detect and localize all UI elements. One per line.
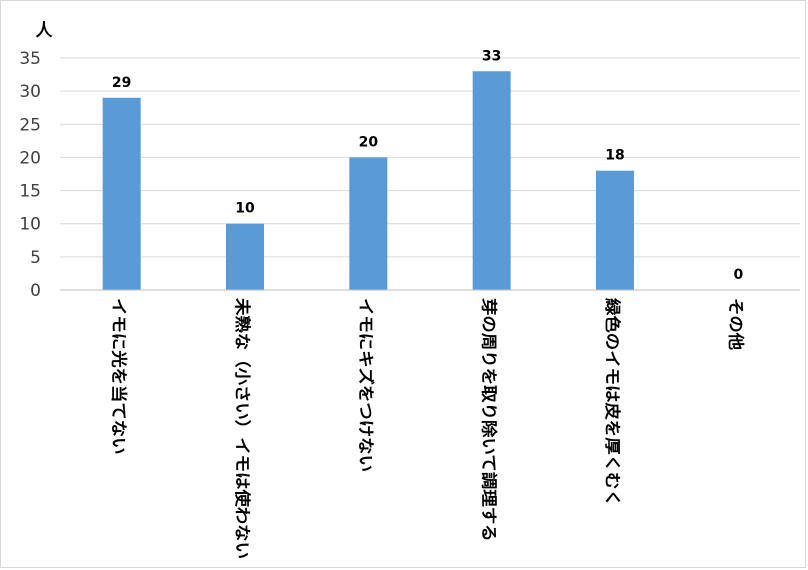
data-labels: 29 10 20 33 18 0 [112,48,744,283]
y-tick-label: 20 [19,148,41,168]
y-tick-label: 0 [30,281,41,301]
y-tick-label: 5 [30,248,41,268]
category-labels: イモに光を当てない 未熟な（小さい）イモは使わない イモにキズをつけない 芽の周りを取… [110,297,746,559]
y-tick-label: 10 [19,215,41,235]
bar [226,223,264,290]
category-label: 芽の周りを取り除いて調理する [480,298,499,542]
y-axis-unit-label: 人 [36,21,54,41]
data-label: 18 [605,148,624,164]
category-label: その他 [726,298,745,350]
category-label: イモにキズをつけない [356,298,375,472]
data-label: 0 [733,267,743,283]
y-tick-label: 15 [19,182,41,202]
y-tick-label: 35 [19,49,41,69]
gridlines [60,57,800,258]
data-label: 33 [482,48,501,64]
category-label: 未熟な（小さい）イモは使わない [233,297,252,559]
bar [349,157,388,290]
y-tick-label: 25 [19,115,41,135]
category-label: 緑色のイモは皮を厚くむく [603,298,622,507]
bars [102,71,634,291]
bar [472,71,511,290]
data-label: 10 [235,201,255,217]
bar [596,170,634,290]
y-axis-tick-labels: 0 5 10 15 20 25 30 35 [19,49,41,301]
y-tick-label: 30 [19,82,41,102]
category-label: イモに光を当てない [110,298,129,455]
bar [102,97,141,291]
data-label: 29 [112,75,131,91]
data-label: 20 [359,134,379,150]
